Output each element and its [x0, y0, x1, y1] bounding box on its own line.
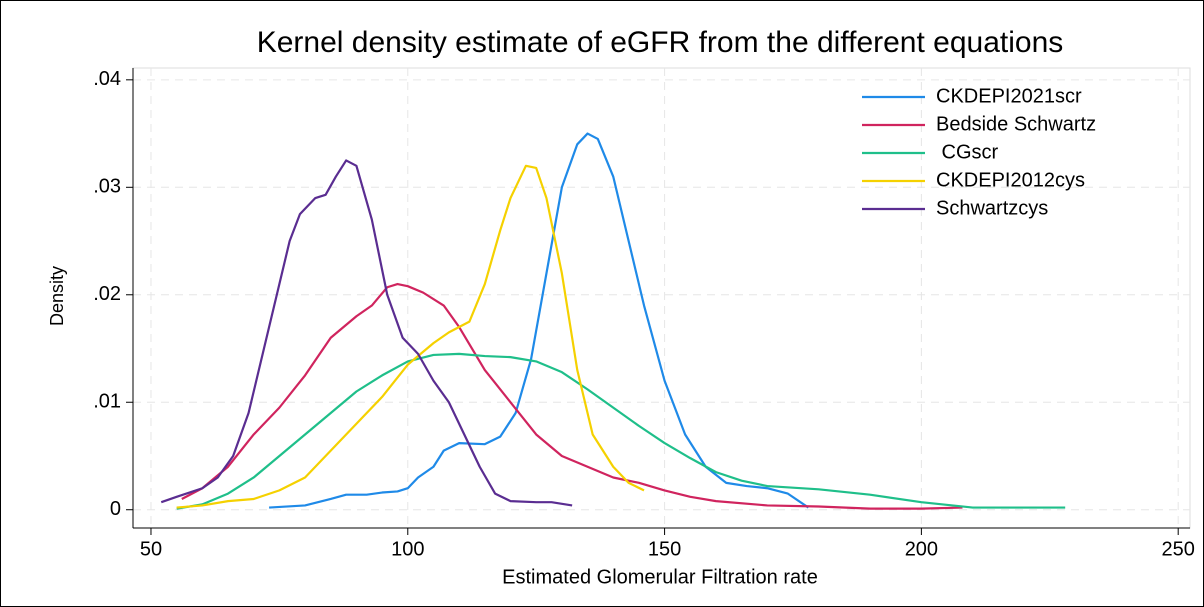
legend-label: CKDEPI2021scr — [936, 85, 1082, 107]
x-tick-label: 150 — [648, 538, 681, 560]
x-tick-label: 200 — [905, 538, 938, 560]
y-tick-label: 0 — [110, 498, 121, 520]
y-tick-label: .03 — [93, 176, 121, 198]
x-tick-label: 100 — [391, 538, 424, 560]
series-line — [160, 159, 573, 507]
series-line — [176, 164, 645, 509]
y-tick-label: .04 — [93, 68, 121, 90]
x-axis-label: Estimated Glomerular Filtration rate — [502, 566, 818, 588]
y-axis-label: Density — [47, 266, 67, 326]
series-line — [181, 282, 963, 510]
x-tick-label: 50 — [140, 538, 162, 560]
legend-label: Bedside Schwartz — [936, 113, 1096, 135]
y-tick-label: .01 — [93, 391, 121, 413]
legend-label: CKDEPI2012cys — [936, 169, 1085, 191]
x-tick-label: 250 — [1161, 538, 1194, 560]
series-line — [176, 352, 1066, 510]
chart-title: Kernel density estimate of eGFR from the… — [257, 26, 1064, 59]
legend-label: CGscr — [936, 141, 999, 163]
y-tick-label: .02 — [93, 283, 121, 305]
series-line — [269, 132, 810, 509]
plot-area — [132, 67, 1191, 529]
legend-label: Schwartzcys — [936, 197, 1048, 219]
